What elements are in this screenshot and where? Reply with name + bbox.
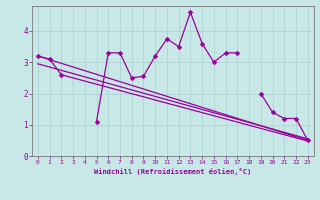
- X-axis label: Windchill (Refroidissement éolien,°C): Windchill (Refroidissement éolien,°C): [94, 168, 252, 175]
